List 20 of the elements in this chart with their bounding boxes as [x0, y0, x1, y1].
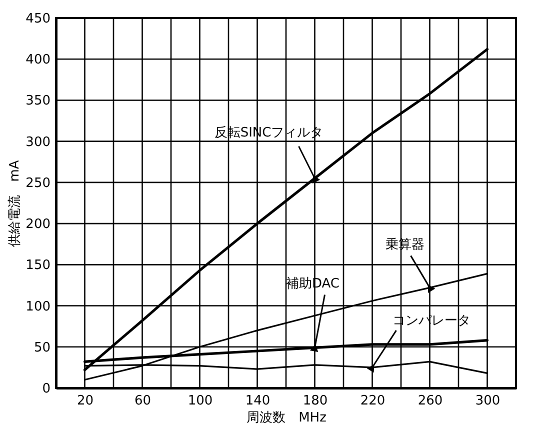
y-tick-label: 450	[26, 12, 50, 26]
y-tick-label: 250	[26, 176, 50, 191]
x-tick-label: 100	[188, 394, 213, 408]
x-axis-title: 周波数 MHz	[246, 410, 327, 426]
y-tick-label: 100	[26, 299, 50, 314]
y-axis-title: 供給電流 mA	[6, 160, 23, 247]
y-tick-label: 300	[26, 134, 50, 150]
x-tick-label: 60	[134, 394, 152, 408]
x-tick-label: 20	[76, 394, 94, 408]
y-tick-label: 350	[26, 94, 50, 109]
x-tick-label: 180	[302, 394, 328, 408]
y-tick-label: 0	[42, 382, 50, 396]
y-tick-label: 400	[26, 52, 50, 68]
x-tick-label: 140	[245, 394, 270, 408]
y-tick-label: 150	[26, 258, 50, 274]
y-tick-label: 50	[34, 340, 50, 356]
y-tick-label: 200	[26, 217, 50, 232]
x-tick-label: 300	[475, 394, 500, 408]
x-tick-label: 260	[418, 394, 443, 408]
x-tick-label: 220	[360, 394, 386, 408]
